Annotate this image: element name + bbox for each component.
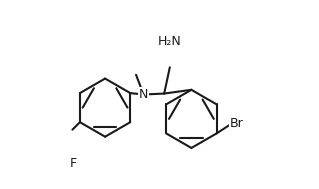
Text: N: N <box>139 88 148 101</box>
Text: Br: Br <box>230 117 244 130</box>
Text: H₂N: H₂N <box>158 36 182 48</box>
Text: F: F <box>70 157 77 170</box>
